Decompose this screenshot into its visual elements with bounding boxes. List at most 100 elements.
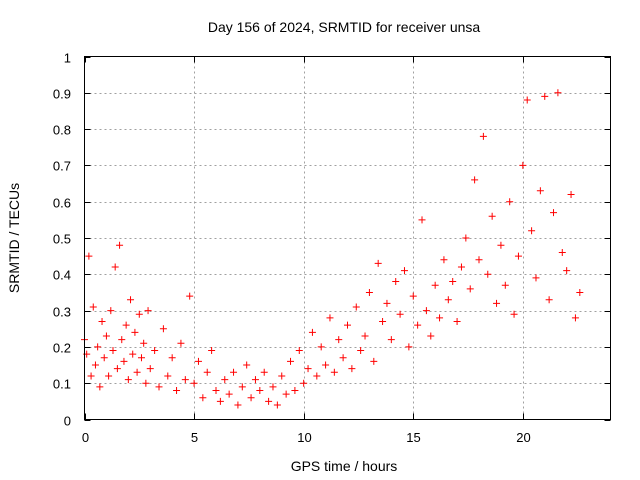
data-point <box>510 310 518 318</box>
plot-frame <box>84 56 611 420</box>
data-point <box>466 285 474 293</box>
data-point <box>339 354 347 362</box>
tick-labels: 00.10.20.30.40.50.60.70.80.910 5 10 15 20 <box>53 51 531 446</box>
data-point <box>313 372 321 380</box>
data-point <box>304 365 312 373</box>
data-points <box>81 89 584 409</box>
data-point <box>142 379 150 387</box>
data-point <box>545 296 553 304</box>
data-point <box>221 376 229 384</box>
data-point <box>120 357 128 365</box>
data-point <box>405 343 413 351</box>
data-point <box>216 397 224 405</box>
data-point <box>265 397 273 405</box>
data-point <box>164 372 172 380</box>
data-point <box>308 328 316 336</box>
data-point <box>541 92 549 100</box>
data-point <box>102 332 110 340</box>
data-point <box>85 252 93 260</box>
y-tick-label: 0.4 <box>53 268 71 283</box>
data-point <box>400 267 408 275</box>
data-point <box>109 347 117 355</box>
data-point <box>379 317 387 325</box>
data-point <box>144 307 152 315</box>
data-point <box>89 303 97 311</box>
data-point <box>550 209 558 217</box>
data-point <box>186 292 194 300</box>
data-point <box>414 321 422 329</box>
data-point <box>173 386 181 394</box>
data-point <box>514 252 522 260</box>
data-point <box>124 376 132 384</box>
data-point <box>107 307 115 315</box>
data-point <box>449 278 457 286</box>
data-point <box>348 365 356 373</box>
x-axis-label: GPS time / hours <box>291 458 398 474</box>
y-tick-label: 0.2 <box>53 341 71 356</box>
data-point <box>567 190 575 198</box>
y-tick-label: 0.1 <box>53 377 71 392</box>
data-point <box>269 383 277 391</box>
data-point <box>431 281 439 289</box>
data-point <box>554 89 562 97</box>
x-tick-label: 5 <box>191 430 198 445</box>
data-point <box>330 368 338 376</box>
data-point <box>98 317 106 325</box>
data-point <box>558 249 566 257</box>
data-point <box>122 321 130 329</box>
data-point <box>488 212 496 220</box>
data-point <box>100 354 108 362</box>
data-point <box>326 314 334 322</box>
data-point <box>96 383 104 391</box>
x-tick-label: 10 <box>297 430 311 445</box>
data-point <box>118 336 126 344</box>
data-point <box>212 386 220 394</box>
y-tick-label: 0.8 <box>53 123 71 138</box>
data-point <box>444 296 452 304</box>
data-point <box>181 376 189 384</box>
data-point <box>471 176 479 184</box>
y-tick-label: 0 <box>64 414 71 429</box>
data-point <box>127 296 135 304</box>
data-point <box>168 354 176 362</box>
data-point <box>131 328 139 336</box>
y-tick-label: 0.9 <box>53 87 71 102</box>
data-point <box>576 288 584 296</box>
data-point <box>523 96 531 104</box>
x-tick-label: 0 <box>82 430 89 445</box>
data-point <box>352 303 360 311</box>
data-point <box>135 310 143 318</box>
chart-title: Day 156 of 2024, SRMTID for receiver uns… <box>208 19 481 35</box>
data-point <box>418 216 426 224</box>
data-point <box>462 234 470 242</box>
data-point <box>291 386 299 394</box>
data-point <box>91 361 99 369</box>
data-point <box>230 368 238 376</box>
data-point <box>151 347 159 355</box>
y-tick-label: 0.6 <box>53 196 71 211</box>
data-point <box>94 343 102 351</box>
data-point <box>251 376 259 384</box>
data-point <box>479 132 487 140</box>
data-point <box>234 401 242 409</box>
data-point <box>440 256 448 264</box>
data-point <box>199 394 207 402</box>
data-point <box>501 281 509 289</box>
y-tick-label: 0.7 <box>53 159 71 174</box>
y-axis-label: SRMTID / TECUs <box>6 183 22 293</box>
x-tick-label: 15 <box>406 430 420 445</box>
data-point <box>383 299 391 307</box>
data-point <box>116 241 124 249</box>
grid <box>84 56 611 420</box>
data-point <box>140 339 148 347</box>
data-point <box>177 339 185 347</box>
data-point <box>361 332 369 340</box>
data-point <box>155 383 163 391</box>
data-point <box>194 357 202 365</box>
data-point <box>190 379 198 387</box>
data-point <box>571 314 579 322</box>
data-point <box>322 361 330 369</box>
data-point <box>300 379 308 387</box>
data-point <box>295 347 303 355</box>
